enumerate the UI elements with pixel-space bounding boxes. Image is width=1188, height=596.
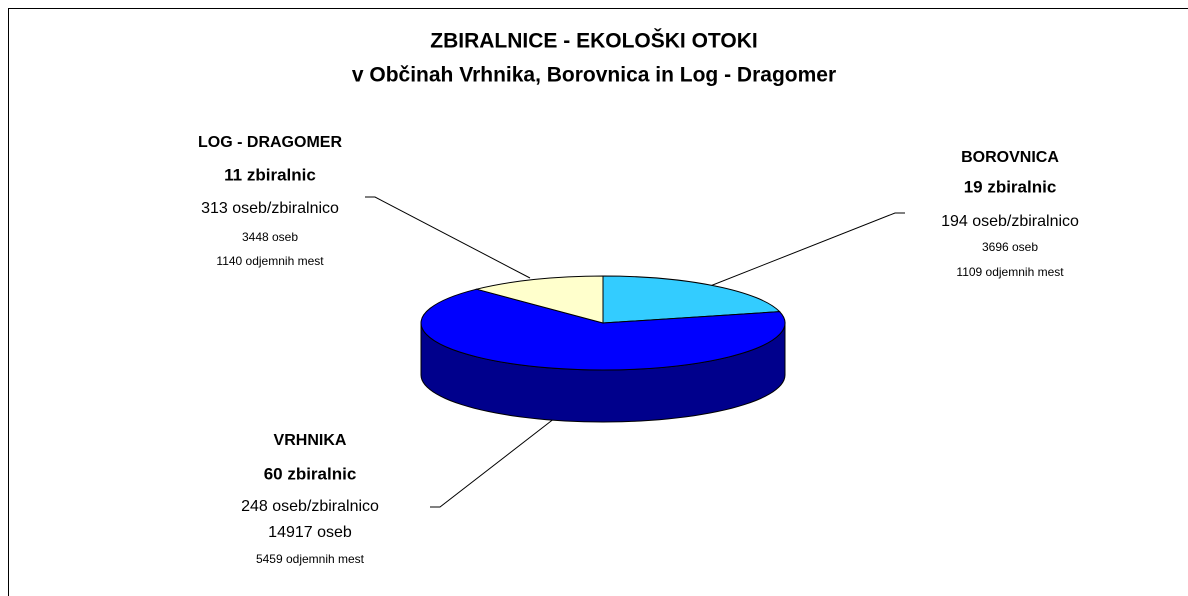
pie-slice (474, 275, 604, 324)
pie-slice (420, 288, 786, 371)
detail-label: 3696 oseb (982, 240, 1038, 254)
pie (420, 275, 786, 423)
slice-label: LOG - DRAGOMER (198, 134, 342, 151)
leader-line (699, 212, 905, 291)
value-label: 19 zbiralnic (964, 177, 1057, 196)
slice-label: VRHNIKA (274, 432, 347, 449)
detail-label: 3448 oseb (242, 230, 298, 244)
detail-label: 194 oseb/zbiralnico (941, 213, 1079, 230)
leader-line (430, 417, 556, 508)
chart-title: ZBIRALNICE - EKOLOŠKI OTOKI (430, 29, 757, 53)
detail-label: 14917 oseb (268, 524, 352, 541)
pie-slice (602, 275, 781, 324)
detail-label: 1140 odjemnih mest (216, 254, 324, 268)
detail-label: 5459 odjemnih mest (256, 552, 365, 566)
slice-label: BOROVNICA (961, 149, 1059, 166)
detail-label: 248 oseb/zbiralnico (241, 498, 379, 515)
detail-label: 1109 odjemnih mest (956, 265, 1064, 279)
value-label: 11 zbiralnic (224, 165, 316, 184)
leader-line (365, 196, 531, 279)
detail-label: 313 oseb/zbiralnico (201, 200, 339, 217)
value-label: 60 zbiralnic (264, 464, 357, 483)
chart-subtitle: v Občinah Vrhnika, Borovnica in Log - Dr… (352, 64, 836, 87)
